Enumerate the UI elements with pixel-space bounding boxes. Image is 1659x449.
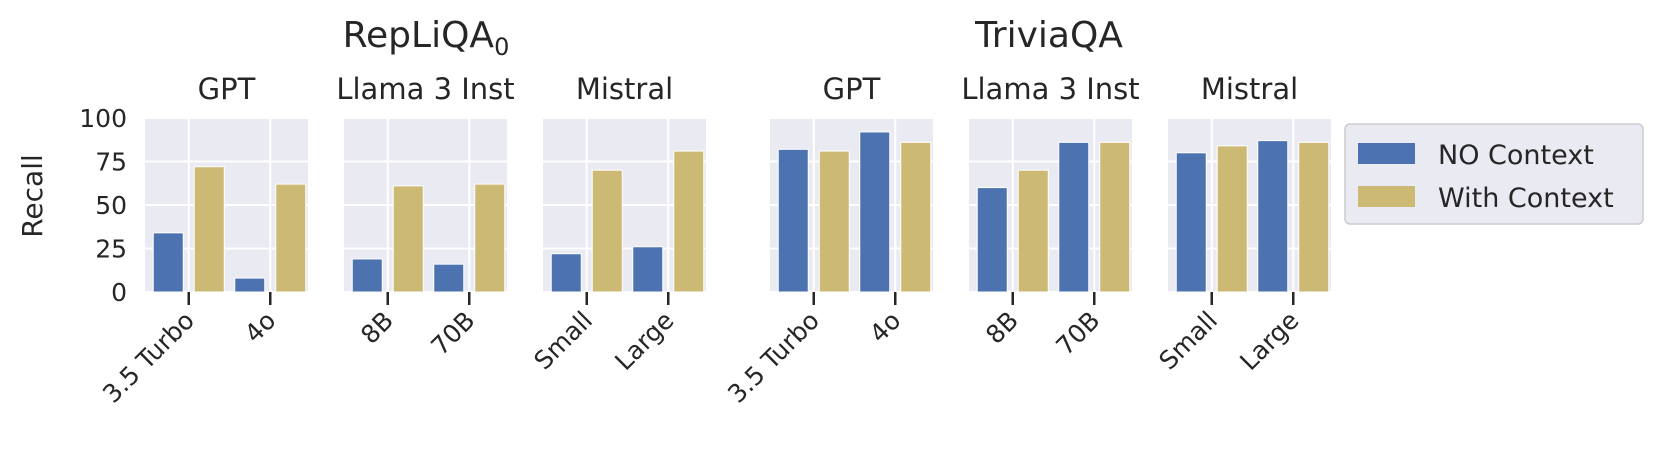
legend-swatch-no-context xyxy=(1358,143,1415,164)
bar-repliqa-mistral-large-no-context xyxy=(632,246,664,293)
bar-triviaqa-llama-3-inst-70b-with-context xyxy=(1099,141,1131,293)
x-tick-label-triviaqa-gpt-4o: 4o xyxy=(864,306,907,349)
legend-swatch-with-context xyxy=(1358,186,1415,207)
bar-triviaqa-gpt-4o-no-context xyxy=(859,131,891,293)
bar-repliqa-llama-3-inst-8b-with-context xyxy=(392,185,424,293)
bar-repliqa-gpt-3-5-turbo-no-context xyxy=(152,232,184,293)
bar-repliqa-mistral-large-with-context xyxy=(673,150,705,293)
legend-label-no-context: NO Context xyxy=(1438,140,1594,171)
y-axis-label: Recall xyxy=(16,154,49,238)
y-tick-label-0: 0 xyxy=(111,278,127,307)
bar-triviaqa-mistral-large-with-context xyxy=(1298,141,1330,293)
legend-box xyxy=(1344,123,1644,225)
bar-triviaqa-llama-3-inst-70b-no-context xyxy=(1058,141,1090,293)
bar-triviaqa-llama-3-inst-8b-with-context xyxy=(1017,169,1049,293)
x-tick-label-triviaqa-gpt-3-5-turbo: 3.5 Turbo xyxy=(722,306,825,409)
bar-repliqa-gpt-4o-with-context xyxy=(275,183,307,293)
panel-title-triviaqa-gpt: GPT xyxy=(823,72,881,106)
group-title-triviaqa: TriviaQA xyxy=(974,15,1123,56)
panel-title-repliqa-gpt: GPT xyxy=(198,72,256,106)
bar-repliqa-llama-3-inst-70b-with-context xyxy=(474,183,506,293)
bar-triviaqa-gpt-3-5-turbo-with-context xyxy=(818,150,850,293)
x-tick-label-repliqa-llama-3-inst-8b: 8B xyxy=(355,306,399,350)
x-tick-label-repliqa-mistral-small: Small xyxy=(528,306,598,376)
panel-title-repliqa-llama-3-inst: Llama 3 Inst xyxy=(336,72,514,106)
y-tick-label-75: 75 xyxy=(95,148,127,177)
panel-title-triviaqa-mistral: Mistral xyxy=(1201,72,1298,106)
group-title-repliqa: RepLiQA0 xyxy=(343,15,510,61)
bar-triviaqa-gpt-4o-with-context xyxy=(900,141,932,293)
x-tick-label-repliqa-llama-3-inst-70b: 70B xyxy=(425,306,480,361)
bar-repliqa-mistral-small-no-context xyxy=(550,253,582,293)
group-title-text: RepLiQA xyxy=(343,15,495,56)
x-tick-label-triviaqa-mistral-large: Large xyxy=(1234,306,1304,376)
group-title-subscript: 0 xyxy=(494,33,509,61)
bar-triviaqa-gpt-3-5-turbo-no-context xyxy=(777,148,809,293)
bar-repliqa-gpt-3-5-turbo-with-context xyxy=(193,166,225,293)
bar-repliqa-gpt-4o-no-context xyxy=(234,277,266,293)
y-tick-label-50: 50 xyxy=(95,191,127,220)
bar-triviaqa-llama-3-inst-8b-no-context xyxy=(976,187,1008,293)
y-tick-label-100: 100 xyxy=(79,104,127,133)
x-tick-label-repliqa-gpt-3-5-turbo: 3.5 Turbo xyxy=(97,306,200,409)
x-tick-label-triviaqa-llama-3-inst-70b: 70B xyxy=(1050,306,1105,361)
bar-repliqa-llama-3-inst-70b-no-context xyxy=(433,263,465,293)
y-tick-label-25: 25 xyxy=(95,235,127,264)
bar-triviaqa-mistral-small-no-context xyxy=(1175,152,1207,293)
group-title-text: TriviaQA xyxy=(974,15,1123,56)
bar-repliqa-llama-3-inst-8b-no-context xyxy=(351,258,383,293)
x-tick-label-repliqa-mistral-large: Large xyxy=(609,306,679,376)
legend-label-with-context: With Context xyxy=(1438,183,1614,214)
x-tick-label-triviaqa-llama-3-inst-8b: 8B xyxy=(980,306,1024,350)
x-tick-label-repliqa-gpt-4o: 4o xyxy=(239,306,282,349)
bar-triviaqa-mistral-small-with-context xyxy=(1216,145,1248,293)
bar-triviaqa-mistral-large-no-context xyxy=(1257,140,1289,293)
panel-title-repliqa-mistral: Mistral xyxy=(576,72,673,106)
x-tick-label-triviaqa-mistral-small: Small xyxy=(1153,306,1223,376)
panel-title-triviaqa-llama-3-inst: Llama 3 Inst xyxy=(961,72,1139,106)
bar-repliqa-mistral-small-with-context xyxy=(591,169,623,293)
legend: NO Context With Context xyxy=(1344,123,1644,225)
